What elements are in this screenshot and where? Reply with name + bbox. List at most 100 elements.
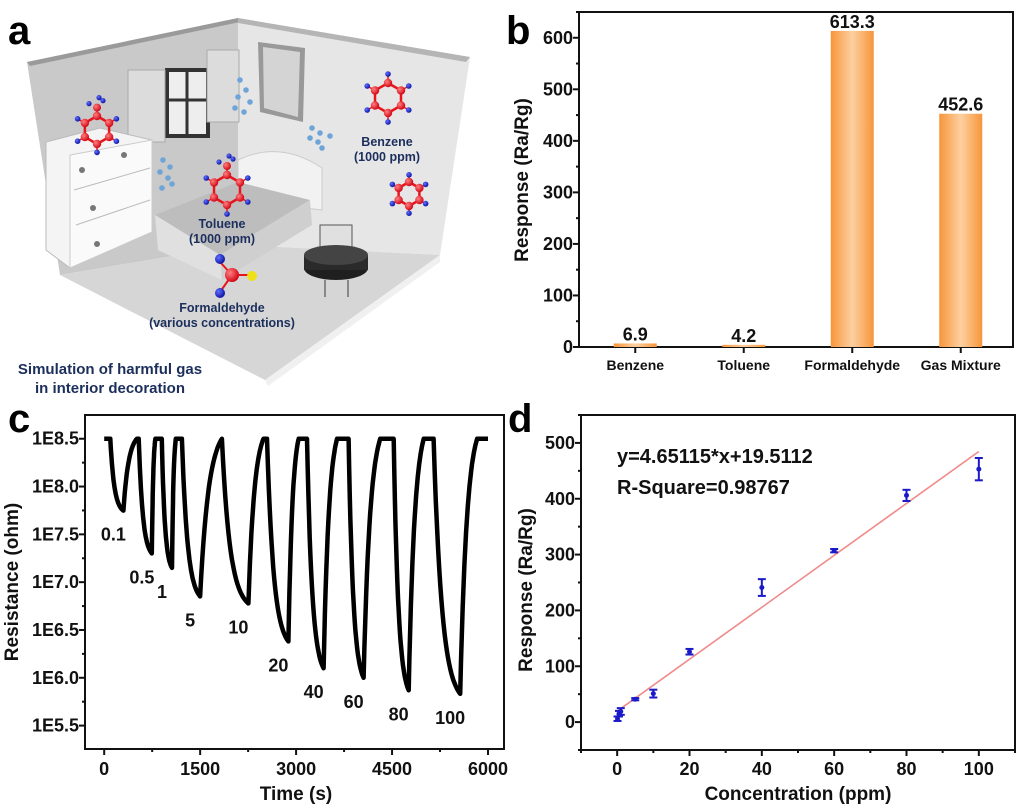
hydrogen-atom [405,107,412,113]
hydrogen-atom [113,116,120,122]
carbon-atom [222,200,232,210]
x-tick-label: 0 [612,759,622,779]
carbon-atom [396,101,406,110]
bar-value-label: 4.2 [731,326,756,346]
hydrogen-atom [406,210,412,216]
hydrogen-atom [203,199,210,205]
gas-dot [159,185,165,191]
x-tick-label: 6000 [468,759,508,779]
hydrogen-atom [230,156,236,162]
data-point [649,688,658,699]
carbon-atom [370,101,380,110]
carbon-atom [222,170,232,180]
hydrogen-atom [405,83,412,89]
hydrogen-atom [94,149,100,156]
x-category-label: Formaldehyde [804,357,900,373]
molecules [74,71,429,298]
carbon-atom [223,162,231,170]
hydrogen-atom [100,98,106,104]
x-axis-title: Concentration (ppm) [705,784,892,805]
y-tick-label: 200 [545,600,575,620]
x-tick-label: 20 [679,759,699,779]
y-tick-label: 1E7.0 [32,572,79,592]
data-point [616,707,625,716]
hydrogen-atom [96,95,102,101]
concentration-label: 0.5 [129,567,154,587]
toluene-molecule-dresser [74,95,120,156]
toluene-molecule [203,153,251,217]
gas-clouds [157,77,333,191]
carbon-atom [104,118,114,128]
hydrogen-atom [422,181,429,188]
carbon-atom [394,195,403,205]
hydrogen-atom [113,138,120,144]
resistance-curve [104,436,488,697]
mirror [258,42,305,122]
room-illustration [27,18,470,386]
panel-label-b: b [506,9,530,53]
hydrogen-atom [385,119,391,125]
oxygen-atom [247,271,257,281]
carbon-atom [80,118,90,128]
gas-dot [167,164,173,170]
gas-dot [232,105,238,111]
line-chart-panel-c: 0 1500 3000 4500 6000 1E5.5 1E6.0 1E6.5 1E7.0 1E7… [2,414,508,805]
gas-dot [315,139,321,145]
gas-dot [157,169,163,175]
carbon-atom [415,183,424,193]
data-point [631,696,640,702]
y-tick-label: 400 [543,131,573,151]
panel-label-d: d [508,397,532,441]
gas-dot [237,77,243,83]
marker [759,585,765,591]
carbon-atom [383,78,393,88]
bar-value-label: 613.3 [830,12,875,32]
fit-line [616,450,980,712]
gas-dot [309,125,315,131]
benzene-concentration: (1000 ppm) [354,150,420,164]
y-tick-label: 600 [543,28,573,48]
marker [650,691,656,697]
hydrogen-atom [406,172,412,178]
hydrogen-atom [422,200,429,207]
marker [904,492,909,498]
marker [831,548,837,554]
carbon-atom [396,86,406,95]
hydrogen-atom [389,181,396,188]
bar-gas-mixture [939,113,983,347]
carbon-atom [80,132,90,142]
y-tick-label: 400 [545,489,575,509]
gas-dot [307,135,313,141]
y-axis-title: Response (Ra/Rg) [512,98,533,262]
data-point [830,548,839,554]
carbon-atom [383,108,393,118]
x-tick-label: 80 [896,759,916,779]
data-point [902,488,911,502]
hydrogen-atom [86,101,92,107]
gas-dot [247,99,253,105]
plot-frame [578,11,1014,348]
hydrogen-atom [203,175,210,181]
y-tick-label: 1E8.0 [32,477,79,497]
r-square: R-Square=0.98767 [617,477,790,499]
x-tick-label: 100 [964,759,994,779]
x-tick-label: 1500 [180,759,220,779]
y-tick-label: 1E8.5 [32,429,79,449]
hydrogen-atom [244,175,251,181]
right-wall-top [238,18,470,62]
carbon-atom [394,183,403,193]
concentration-label: 100 [435,708,465,728]
carbon-atom [415,195,424,205]
carbon-atom [209,193,219,202]
y-tick-label: 1E6.5 [32,620,79,640]
marker [618,708,624,714]
toluene-concentration: (1000 ppm) [189,232,255,246]
marker [976,466,982,472]
gas-dot [327,133,333,139]
panel-label-c: c [8,397,30,441]
hydrogen-atom [216,159,222,165]
bar-benzene [613,343,657,347]
y-tick-label: 500 [545,433,575,453]
window [127,49,240,143]
